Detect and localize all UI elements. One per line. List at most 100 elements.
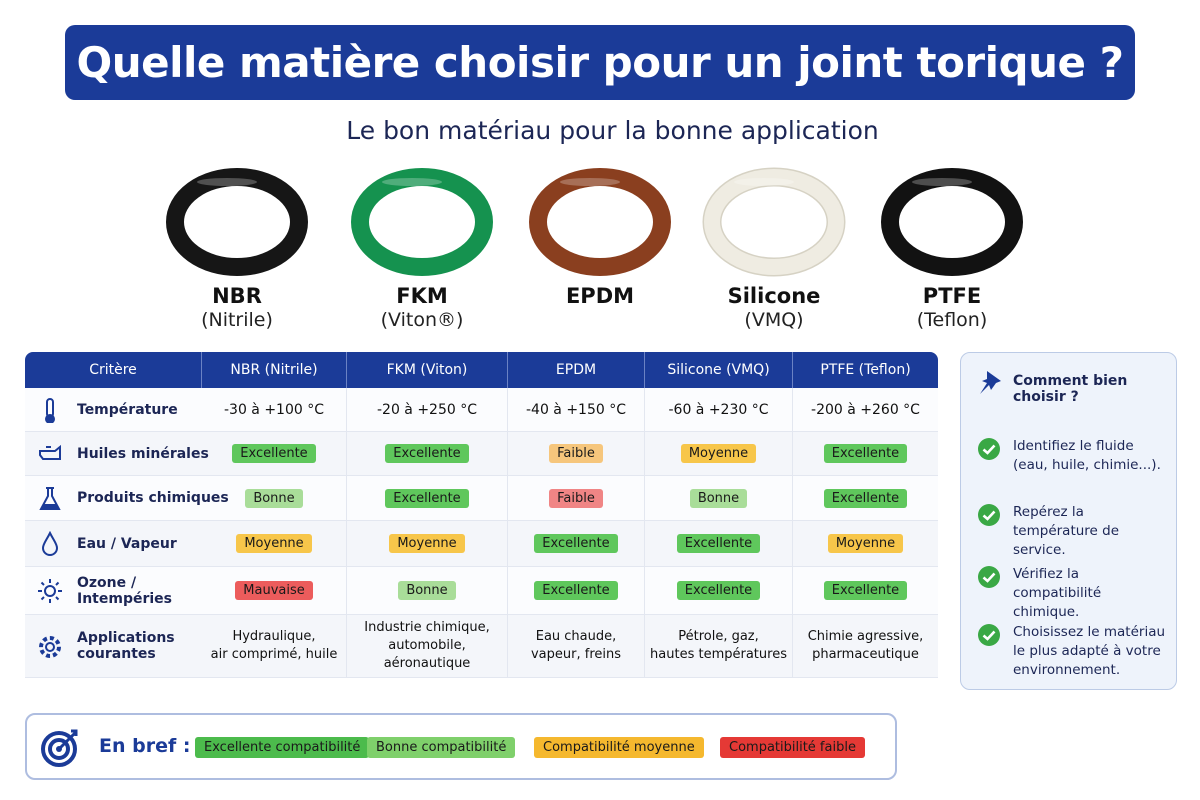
rating-badge: Excellente	[534, 534, 618, 553]
header-cell: NBR (Nitrile)	[202, 352, 347, 388]
row-icon	[39, 444, 61, 460]
rating-badge: Excellente	[385, 488, 469, 508]
rating-badge: Moyenne	[680, 444, 757, 463]
header-cell: FKM (Viton)	[347, 352, 508, 388]
table-cell: Excellente	[508, 521, 645, 566]
material-alias: (Nitrile)	[201, 309, 273, 331]
cell-line: Industrie chimique,	[364, 620, 490, 635]
table-cell: -20 à +250 °C	[347, 388, 508, 431]
pin-icon	[980, 371, 1001, 394]
table-cell: Excellente	[645, 521, 793, 566]
row-label-line: Ozone /	[77, 574, 137, 591]
cell-line: pharmaceutique	[812, 647, 919, 662]
o-ring	[529, 168, 671, 276]
cell-line: air comprimé, huile	[210, 647, 338, 662]
rating-badge: Excellente	[676, 534, 761, 553]
row-label: Huiles minérales	[77, 432, 209, 475]
check-icon	[978, 566, 1000, 588]
rating-badge: Moyenne	[827, 534, 904, 553]
row-label-line: Applications	[77, 630, 175, 646]
row-icon	[45, 398, 55, 423]
table-row: Ozone / Intempéries Mauvaise Bonne Excellent…	[25, 567, 938, 615]
cell-text: -60 à +230 °C	[668, 401, 769, 418]
cell-text: -40 à +150 °C	[525, 401, 627, 418]
legend-item: Excellente compatibilité	[195, 737, 370, 758]
legend: En bref : Excellente compatibilité Bonne …	[25, 713, 897, 780]
table-cell: Industrie chimique, automobile, aéronauti…	[347, 615, 508, 677]
table-row: Température -30 à +100 °C -20 à +250 °C -40…	[25, 388, 938, 432]
cell-line: automobile, aéronautique	[383, 638, 471, 671]
material-alias: (VMQ)	[744, 309, 804, 331]
row-label-line: Intempéries	[77, 590, 172, 607]
table-cell: Excellente	[793, 567, 938, 614]
check-icon	[978, 504, 1000, 526]
rating-badge: Moyenne	[236, 534, 312, 553]
o-ring	[881, 168, 1023, 276]
sidebar-item: Choisissez le matériau le plus adapté à …	[1013, 624, 1166, 678]
sidebar-item: Vérifiez la compatibilité chimique.	[1013, 566, 1102, 620]
rating-badge: Excellente	[823, 488, 908, 508]
subtitle: Le bon matériau pour la bonne applicatio…	[346, 116, 879, 145]
rating-badge: Excellente	[232, 444, 316, 463]
cell-text: -200 à +260 °C	[811, 401, 920, 418]
material-alias: (Viton®)	[380, 309, 464, 331]
rating-badge: Bonne	[689, 488, 748, 508]
table-cell: Pétrole, gaz, hautes températures	[645, 615, 793, 677]
table-cell: Moyenne	[347, 521, 508, 566]
table-cell: Moyenne	[202, 521, 347, 566]
header-cell: Silicone (VMQ)	[645, 352, 793, 388]
row-icon	[39, 486, 61, 510]
table-row: Huiles minérales Excellente Excellente Faib…	[25, 432, 938, 476]
cell-text: -20 à +250 °C	[376, 401, 478, 418]
table-cell: -200 à +260 °C	[793, 388, 938, 431]
rating-badge: Bonne	[245, 488, 303, 508]
table-cell: Bonne	[202, 476, 347, 520]
row-icon	[38, 579, 62, 603]
rating-badge: Mauvaise	[235, 581, 313, 600]
table-cell: Excellente	[793, 432, 938, 475]
header-cell: EPDM	[508, 352, 645, 388]
row-icon	[41, 531, 59, 556]
row-label-line: Produits chimiques	[77, 490, 229, 506]
material-name: EPDM	[565, 284, 635, 308]
row-icon	[39, 635, 61, 658]
o-ring	[702, 167, 846, 277]
table-cell: Excellente	[202, 432, 347, 475]
table-cell: Moyenne	[793, 521, 938, 566]
row-label: Produits chimiques	[77, 476, 229, 520]
rating-badge: Excellente	[823, 581, 908, 600]
table-cell: Excellente	[645, 567, 793, 614]
row-label: Ozone / Intempéries	[77, 567, 172, 614]
material-alias: (Teflon)	[916, 309, 988, 331]
rating-badge: Bonne	[398, 581, 456, 600]
row-label-line: Huiles minérales	[77, 445, 209, 462]
sidebar: Comment bien choisir ? Identifiez le flu…	[960, 352, 1177, 690]
row-label-line: Température	[77, 401, 178, 418]
rating-badge: Faible	[549, 444, 603, 463]
legend-item: Bonne compatibilité	[367, 737, 516, 758]
rating-badge: Excellente	[676, 581, 761, 600]
header-cell: PTFE (Teflon)	[793, 352, 938, 388]
cell-text: -30 à +100 °C	[223, 401, 325, 418]
cell-line: hautes températures	[650, 647, 787, 662]
table-cell: Bonne	[347, 567, 508, 614]
cell-line: Hydraulique,	[232, 629, 316, 644]
check-icon	[978, 438, 1000, 460]
cell-line: Chimie agressive,	[807, 629, 924, 644]
rating-badge: Excellente	[823, 444, 908, 463]
rating-badge: Faible	[549, 488, 603, 508]
material-name: NBR	[212, 284, 262, 308]
table-row: Produits chimiques Bonne Excellente Faible B…	[25, 476, 938, 521]
header-cell: Critère	[25, 352, 202, 388]
rating-badge: Moyenne	[389, 534, 465, 553]
check-icon	[978, 624, 1000, 646]
table-cell: -40 à +150 °C	[508, 388, 645, 431]
table-cell: -30 à +100 °C	[202, 388, 347, 431]
legend-item: Compatibilité faible	[720, 737, 865, 758]
table-row: Eau / Vapeur Moyenne Moyenne Excellente Exce…	[25, 521, 938, 567]
row-label-line: courantes	[77, 646, 156, 662]
material-name: FKM	[396, 284, 448, 308]
table-cell: Eau chaude, vapeur, freins	[508, 615, 645, 677]
rating-badge: Excellente	[534, 581, 618, 600]
